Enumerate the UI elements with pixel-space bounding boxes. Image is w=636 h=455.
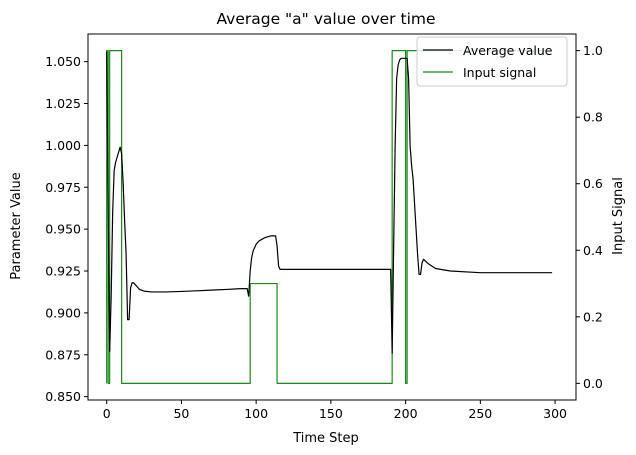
y-tick-label-2: 0.900 <box>45 305 81 320</box>
y-tick-label-4: 0.950 <box>45 222 81 237</box>
y-axis-label: Parameter Value <box>9 172 24 279</box>
y-tick-label-3: 0.925 <box>45 264 81 279</box>
x-tick-label-6: 300 <box>543 406 567 421</box>
y2-tick-label-2: 0.4 <box>583 243 603 258</box>
y-tick-label-7: 1.025 <box>45 96 81 111</box>
y-tick-label-0: 0.850 <box>45 389 81 404</box>
y-tick-label-1: 0.875 <box>45 347 81 362</box>
y-tick-label-8: 1.050 <box>45 54 81 69</box>
y-tick-label-6: 1.000 <box>45 138 81 153</box>
y-tick-label-5: 0.975 <box>45 180 81 195</box>
y2-tick-label-3: 0.6 <box>583 176 603 191</box>
plot-frame <box>87 33 577 401</box>
x-axis-label: Time Step <box>292 431 359 446</box>
series-line-average-value <box>106 51 553 354</box>
series-line-input-signal <box>106 50 553 384</box>
legend-label-input-signal: Input signal <box>463 65 536 80</box>
x-tick-label-0: 0 <box>103 406 111 421</box>
legend: Average value Input signal <box>416 36 568 87</box>
y2-tick-label-4: 0.8 <box>583 110 603 125</box>
y2-tick-label-1: 0.2 <box>583 309 603 324</box>
y2-tick-label-5: 1.0 <box>583 43 603 58</box>
series-layer <box>106 50 553 384</box>
legend-box <box>416 36 568 87</box>
x-tick-label-4: 200 <box>394 406 418 421</box>
axes-layer: 0 50 100 150 200 250 300 0.850 0.875 0.900 0.925 0.… <box>45 43 603 421</box>
x-tick-label-5: 250 <box>468 406 492 421</box>
x-tick-label-2: 100 <box>244 406 268 421</box>
y2-axis-label: Input Signal <box>611 177 626 255</box>
chart-title: Average "a" value over time <box>216 10 435 28</box>
y2-tick-label-0: 0.0 <box>583 376 603 391</box>
x-tick-label-3: 150 <box>319 406 343 421</box>
legend-label-average-value: Average value <box>463 43 553 58</box>
x-tick-label-1: 50 <box>173 406 189 421</box>
